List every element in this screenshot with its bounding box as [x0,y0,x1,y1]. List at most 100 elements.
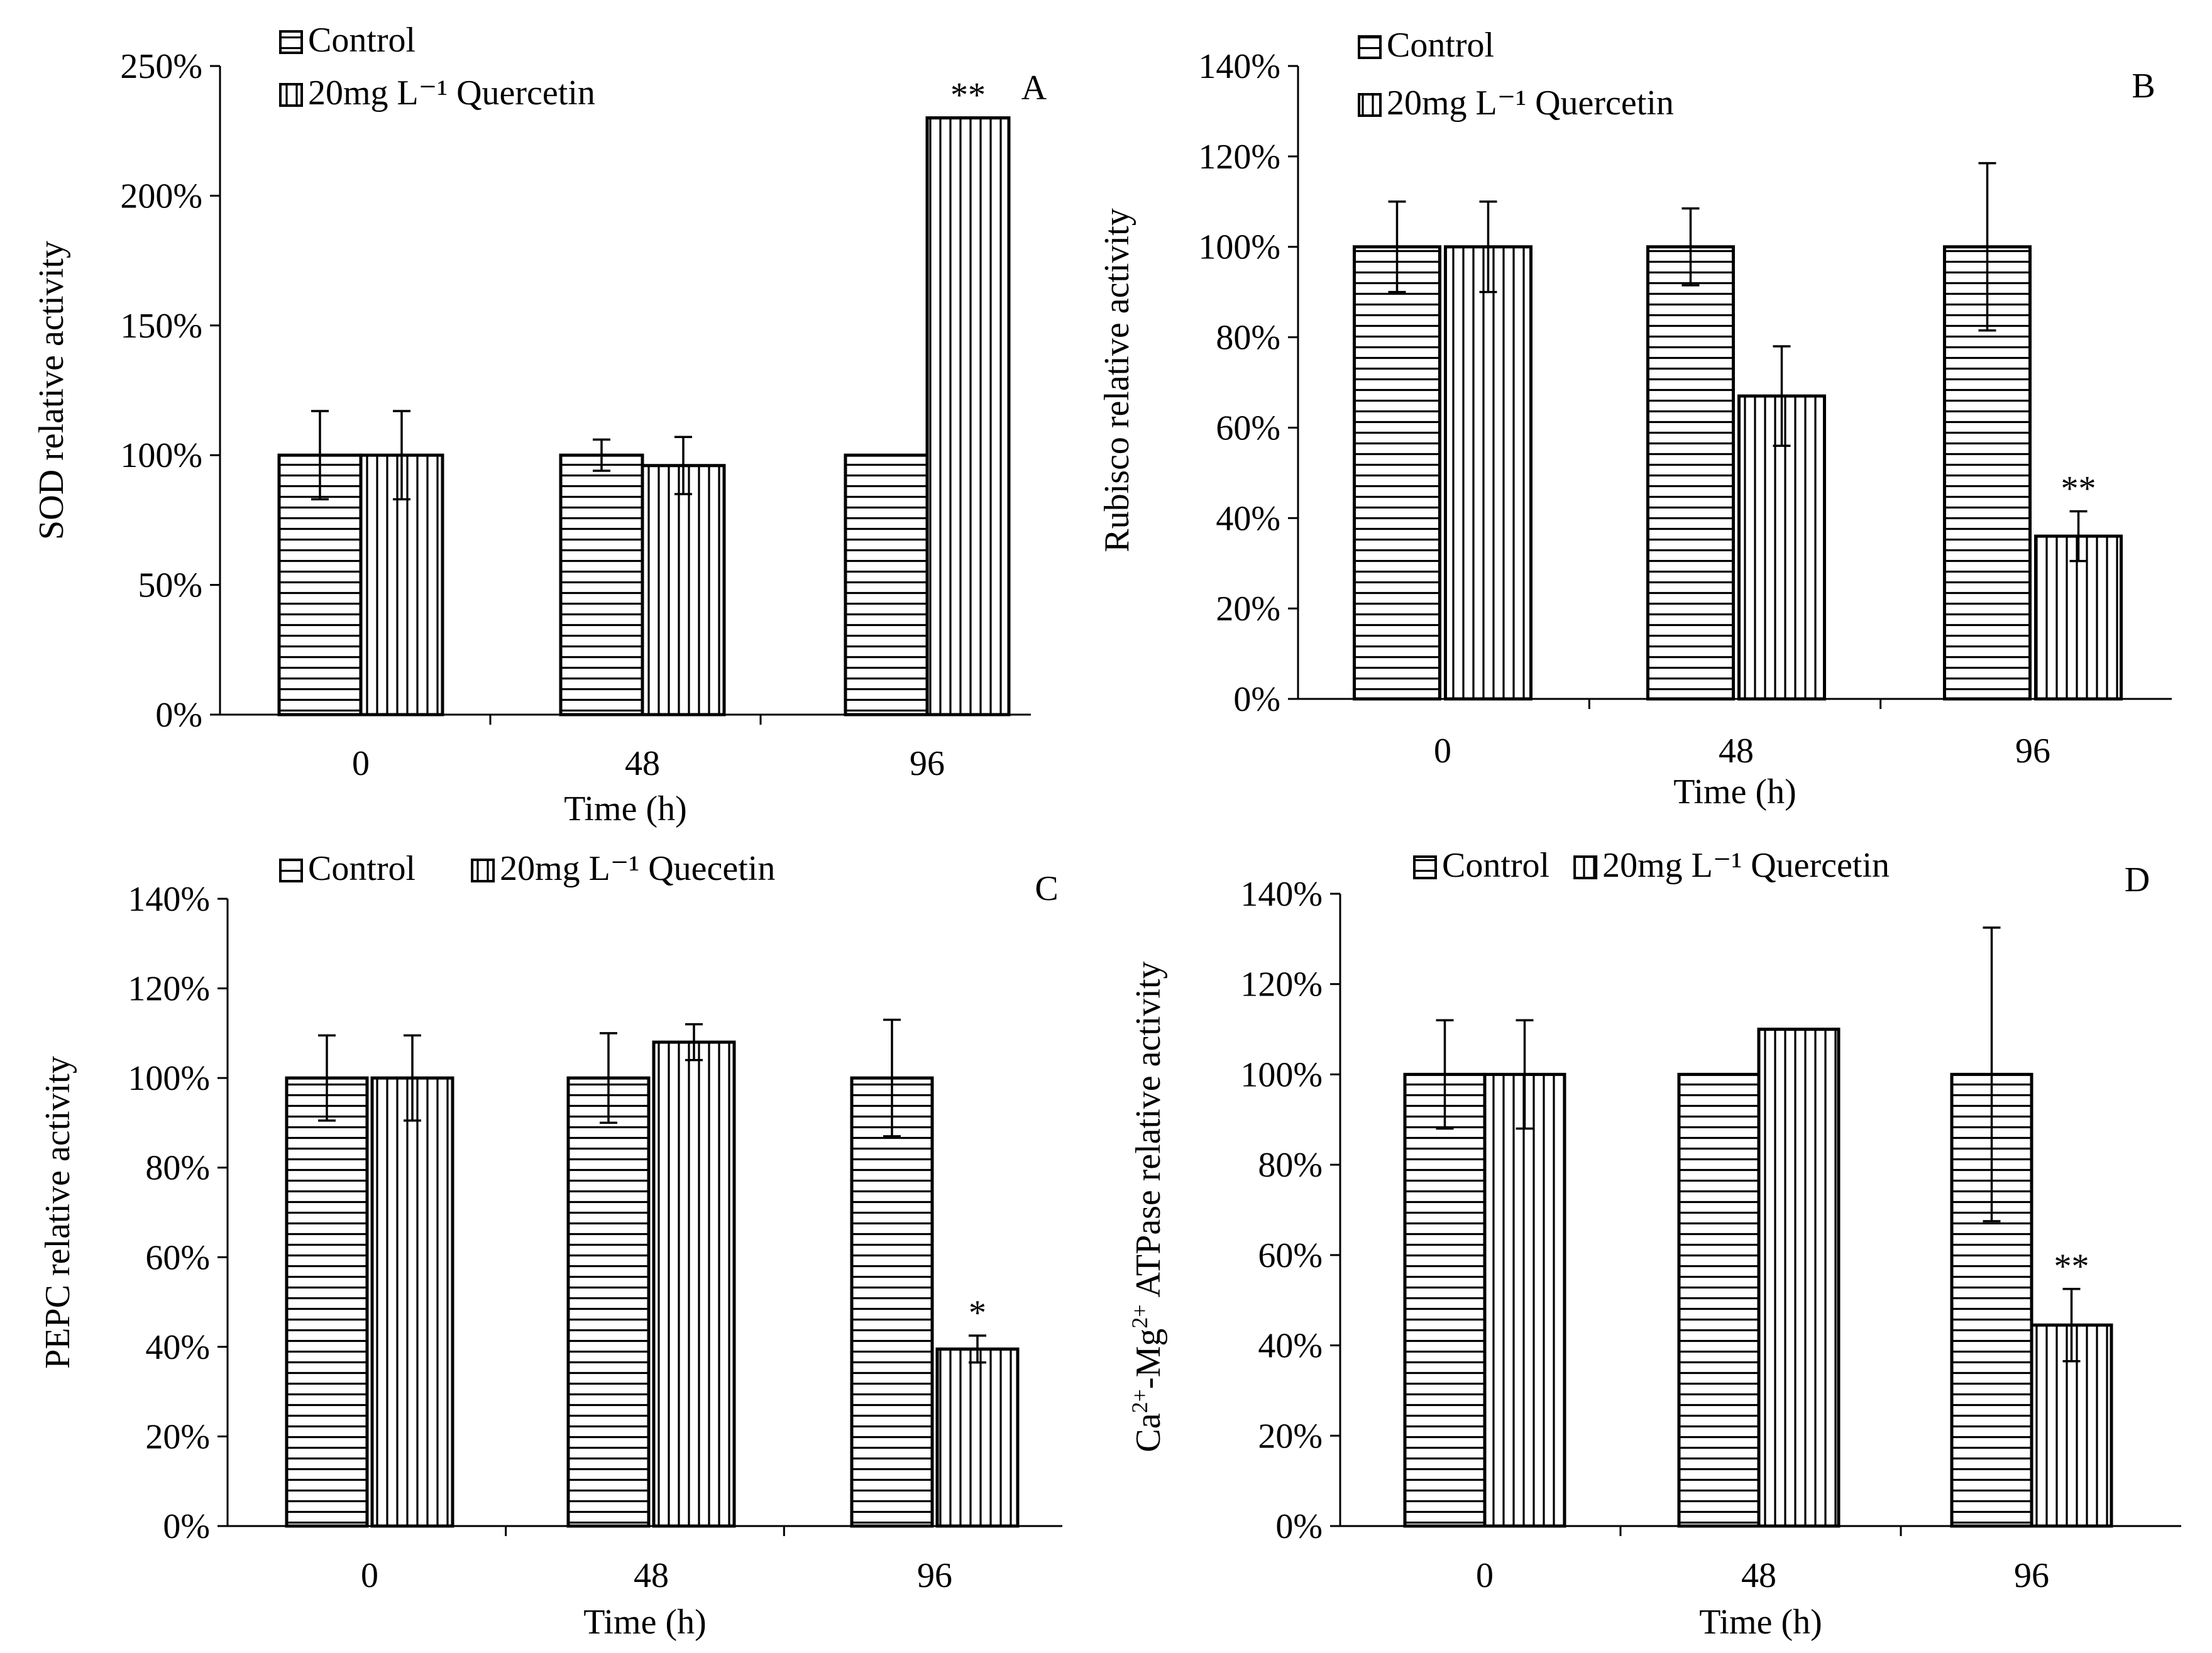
significance-marker: ** [2054,1247,2089,1286]
legend-label-control: Control [308,21,415,60]
x-tick-label: 0 [1476,1556,1494,1595]
panel-label: C [1035,869,1058,908]
y-tick-label: 40% [1258,1327,1323,1366]
y-tick-label: 20% [1258,1417,1323,1456]
legend: Control 20mg L⁻¹ Quercetin [1413,846,1890,885]
y-tick-label: 60% [1258,1236,1323,1275]
x-tick-label: 48 [625,744,660,783]
y-tick-label: 100% [1240,1055,1323,1094]
y-tick-label: 100% [120,436,202,475]
legend: Control 20mg L⁻¹ Quecetin [279,849,775,888]
legend-swatch-control [1358,35,1382,59]
y-tick-label: 40% [1216,499,1280,538]
legend-label-quercetin: 20mg L⁻¹ Quercetin [1387,84,1674,123]
x-tick-label: 0 [361,1556,378,1595]
y-axis-title-part: Ca [1129,1413,1168,1452]
bar-quercetin-96 [935,1347,1020,1528]
legend-swatch-quercetin [471,859,495,882]
y-tick-label: 0% [1275,1507,1323,1546]
chart-panel-A: 0% 50% 100% 150% 200% 250% 0 48 96 Time (h) SOD re… [32,21,1047,828]
y-axis-title: Ca2+-Mg2+ ATPase relative activity [1127,961,1168,1452]
bar-control-96 [844,453,929,717]
y-axis-title-superscript: 2+ [1127,1304,1152,1328]
legend-swatch-control [279,859,303,882]
bar-quercetin-48 [641,464,726,717]
legend-label-quercetin: 20mg L⁻¹ Quecetin [500,849,775,888]
bar-quercetin-48 [1757,1028,1841,1528]
y-axis-title: SOD relative activity [32,241,71,540]
y-tick-label: 50% [138,566,202,605]
y-axis-title-part: -Mg [1129,1329,1168,1389]
x-tick-label: 0 [1434,732,1451,771]
x-axis-title: Time (h) [1699,1603,1822,1642]
legend-swatch-quercetin [1358,93,1382,117]
x-tick-label: 96 [2015,732,2050,771]
y-tick-label: 80% [1258,1146,1323,1185]
bar-control-96 [850,1076,934,1528]
x-tick-label: 48 [1741,1556,1776,1595]
y-tick-label: 0% [163,1507,210,1546]
legend: Control 20mg L⁻¹ Quercetin [1358,26,1674,123]
chart-panel-C: 0% 20% 40% 60% 80% 100% 120% 140% 0 48 96 Time (h) P… [38,849,1062,1642]
y-tick-label: 150% [120,307,202,346]
y-tick-label: 80% [145,1149,210,1188]
x-tick-label: 96 [2014,1556,2049,1595]
chart-panel-B: 0% 20% 40% 60% 80% 100% 120% 140% 0 48 96 Time (h) R… [1098,26,2172,811]
legend-swatch-control [279,30,303,54]
bar-quercetin-0 [1444,245,1532,701]
legend-label-control: Control [308,849,415,888]
y-tick-label: 0% [155,696,202,735]
bar-quercetin-0 [370,1076,454,1528]
y-tick-label: 20% [1216,590,1280,629]
significance-marker: * [969,1293,986,1332]
y-tick-label: 250% [120,47,202,86]
y-tick-label: 200% [120,177,202,216]
legend-label-quercetin: 20mg L⁻¹ Quercetin [308,74,595,113]
legend: Control 20mg L⁻¹ Quercetin [279,21,595,113]
legend-label-control: Control [1442,846,1549,885]
bar-control-48 [1677,1072,1761,1528]
x-tick-label: 96 [917,1556,952,1595]
y-tick-label: 40% [145,1328,210,1367]
y-tick-label: 20% [145,1417,210,1456]
legend-label-control: Control [1387,26,1494,65]
bar-control-0 [285,1076,369,1528]
y-axis-title: PEPC relative activity [38,1056,77,1369]
panel-label: B [2132,67,2155,106]
y-tick-label: 0% [1233,680,1280,719]
bar-quercetin-96 [925,116,1011,717]
y-tick-label: 100% [1198,228,1280,267]
bar-quercetin-48 [652,1040,736,1528]
significance-marker: ** [2061,469,2096,508]
y-tick-label: 60% [145,1238,210,1277]
x-axis-title: Time (h) [564,789,687,828]
y-tick-label: 140% [1240,875,1323,914]
x-tick-label: 48 [1719,732,1754,771]
legend-swatch-quercetin [1573,855,1598,879]
y-axis-title-part: ATPase relative activity [1129,961,1168,1304]
y-tick-label: 120% [128,970,210,1009]
x-axis-title: Time (h) [583,1603,707,1642]
y-tick-label: 100% [128,1059,210,1098]
panel-label: A [1021,69,1047,107]
bar-control-48 [566,1076,651,1528]
legend-swatch-quercetin [279,83,303,107]
bar-control-0 [1353,245,1441,701]
significance-marker: ** [950,76,986,115]
y-axis-title-superscript: 2+ [1127,1389,1152,1413]
x-tick-label: 48 [634,1556,669,1595]
x-tick-label: 96 [910,744,945,783]
x-tick-label: 0 [352,744,370,783]
legend-swatch-control [1413,855,1437,879]
x-axis-title: Time (h) [1673,772,1797,811]
bar-control-48 [1646,245,1735,701]
y-tick-label: 140% [1198,47,1280,86]
bar-control-48 [559,453,644,717]
legend-label-quercetin: 20mg L⁻¹ Quercetin [1602,846,1890,885]
y-axis-title: Rubisco relative activity [1098,208,1136,552]
panel-label: D [2125,860,2150,899]
bar-quercetin-0 [1483,1072,1566,1528]
y-tick-label: 120% [1198,138,1280,177]
y-tick-label: 140% [128,880,210,919]
